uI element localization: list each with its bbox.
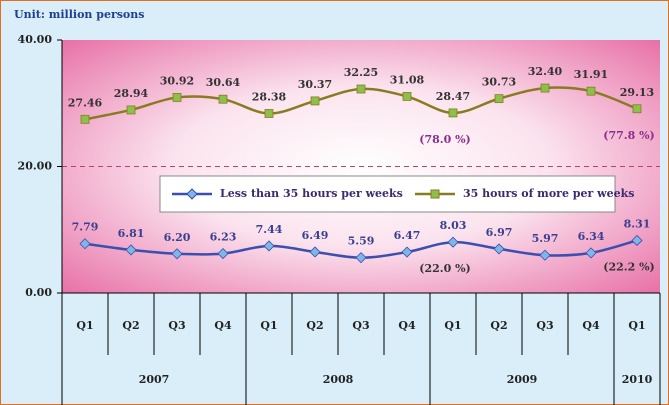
point bbox=[125, 244, 137, 256]
point bbox=[402, 92, 412, 101]
point bbox=[447, 236, 459, 248]
point bbox=[218, 94, 228, 104]
data-label: 6.20 bbox=[164, 231, 191, 244]
x-tick-label: Q1 bbox=[76, 319, 93, 332]
data-label: 32.25 bbox=[344, 66, 378, 79]
data-label: 30.37 bbox=[298, 78, 332, 91]
data-label: 29.13 bbox=[620, 86, 654, 99]
x-tick-label: Q3 bbox=[536, 319, 553, 332]
x-tick-label: Q2 bbox=[490, 319, 507, 332]
y-tick-label: 40.00 bbox=[18, 33, 53, 46]
x-tick-label: Q3 bbox=[352, 319, 369, 332]
data-label: 30.92 bbox=[160, 74, 194, 87]
x-tick-label: Q1 bbox=[260, 319, 277, 332]
data-label: 6.49 bbox=[302, 229, 329, 242]
data-label: 6.47 bbox=[394, 229, 421, 242]
data-label: 6.81 bbox=[118, 227, 145, 240]
x-tick-label: Q2 bbox=[122, 319, 139, 332]
annotation: (22.2 %) bbox=[603, 260, 654, 273]
point bbox=[448, 108, 458, 118]
data-label: 27.46 bbox=[68, 96, 103, 109]
point bbox=[79, 238, 91, 250]
annotation: (78.0 %) bbox=[419, 133, 470, 146]
point bbox=[263, 240, 275, 252]
x-tick-label: Q3 bbox=[168, 319, 185, 332]
data-label: 6.34 bbox=[578, 230, 605, 243]
point bbox=[494, 94, 504, 104]
annotation: (22.0 %) bbox=[419, 262, 470, 275]
year-label: 2008 bbox=[323, 373, 354, 386]
data-label: 7.44 bbox=[256, 223, 283, 236]
data-label: 5.97 bbox=[532, 232, 559, 245]
data-label: 28.94 bbox=[114, 87, 149, 100]
point bbox=[264, 109, 274, 118]
annotation: (77.8 %) bbox=[603, 129, 654, 142]
point bbox=[172, 93, 182, 102]
data-label: 6.97 bbox=[486, 226, 513, 239]
point bbox=[631, 234, 643, 247]
point bbox=[401, 246, 413, 258]
x-tick-label: Q2 bbox=[306, 319, 323, 332]
data-label: 30.64 bbox=[206, 76, 241, 89]
point bbox=[171, 248, 183, 260]
data-label: 7.79 bbox=[72, 221, 99, 234]
data-label: 8.03 bbox=[440, 219, 467, 232]
data-label: 6.23 bbox=[210, 231, 237, 244]
data-label: 32.40 bbox=[528, 65, 563, 78]
point bbox=[586, 86, 596, 96]
data-label: 31.91 bbox=[574, 68, 608, 81]
legend-label: 35 hours of more per weeks bbox=[463, 187, 634, 200]
point bbox=[309, 246, 321, 258]
point bbox=[632, 104, 642, 114]
legend-marker bbox=[430, 189, 440, 199]
data-label: 5.59 bbox=[348, 235, 375, 248]
point bbox=[585, 247, 597, 259]
legend-marker bbox=[186, 188, 198, 200]
data-label: 8.31 bbox=[624, 217, 651, 230]
x-tick-label: Q1 bbox=[628, 319, 645, 332]
point bbox=[540, 83, 550, 93]
year-label: 2010 bbox=[622, 373, 653, 386]
point bbox=[217, 248, 229, 260]
y-tick-label: 0.00 bbox=[25, 286, 52, 299]
year-label: 2007 bbox=[139, 373, 170, 386]
unit-label: Unit: million persons bbox=[14, 8, 144, 21]
legend-box bbox=[159, 175, 616, 213]
x-tick-label: Q4 bbox=[398, 319, 416, 332]
data-label: 28.38 bbox=[252, 90, 287, 103]
data-label: 30.73 bbox=[482, 76, 516, 89]
point bbox=[355, 252, 367, 264]
point bbox=[80, 114, 90, 124]
legend-label: Less than 35 hours per weeks bbox=[220, 187, 403, 200]
point bbox=[126, 105, 136, 115]
y-tick-label: 20.00 bbox=[18, 160, 53, 173]
year-label: 2009 bbox=[507, 373, 538, 386]
point bbox=[493, 243, 505, 255]
data-label: 28.47 bbox=[436, 90, 470, 103]
point bbox=[356, 84, 366, 94]
x-tick-label: Q4 bbox=[214, 319, 232, 332]
data-label: 31.08 bbox=[390, 73, 425, 86]
point bbox=[539, 249, 551, 261]
x-tick-label: Q4 bbox=[582, 319, 600, 332]
x-tick-label: Q1 bbox=[444, 319, 461, 332]
point bbox=[310, 96, 320, 106]
